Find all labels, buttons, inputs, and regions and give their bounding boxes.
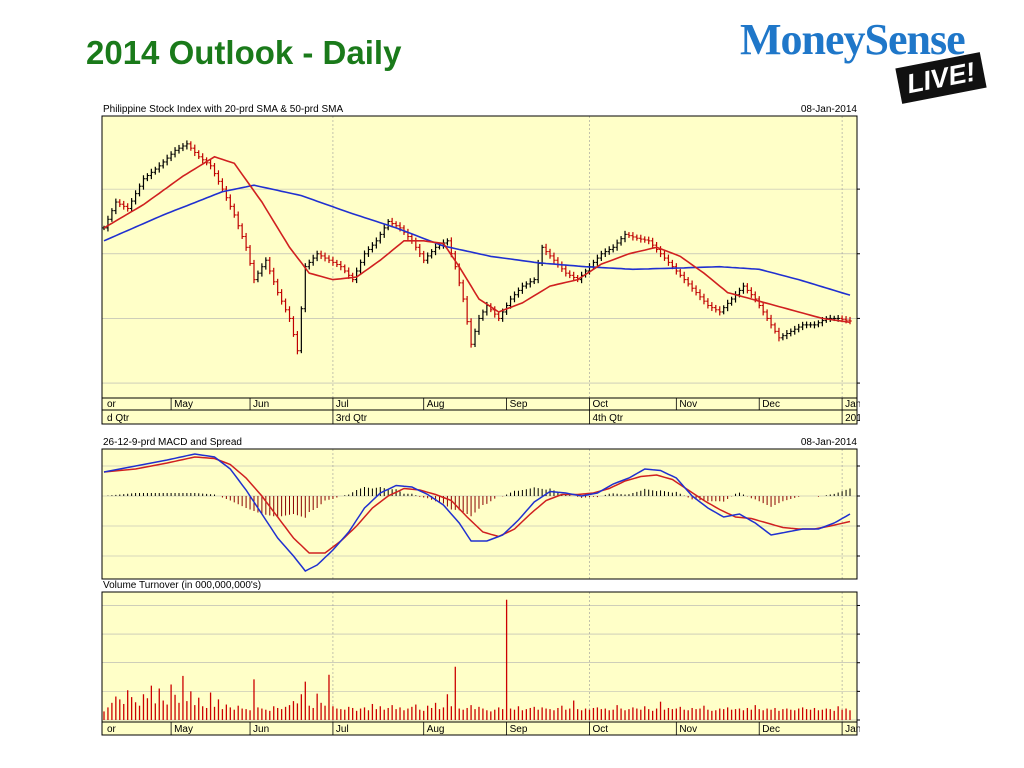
volume-month-labels: or May Jun Jul Aug Sep Oct Nov Dec Jan xyxy=(107,722,860,735)
volume-month-label: Jun xyxy=(253,724,269,735)
volume-bars xyxy=(103,599,851,720)
price-month-label: Jul xyxy=(336,399,349,410)
moneysense-live-logo: MoneySense LIVE! xyxy=(740,14,1012,104)
price-quarter-label: d Qtr xyxy=(107,413,130,424)
volume-month-label: Aug xyxy=(427,724,445,735)
volume-month-label: or xyxy=(107,724,117,735)
macd-y-ticks: 1000-100-200 xyxy=(857,465,860,557)
price-quarter-label: 3rd Qtr xyxy=(336,413,368,424)
macd-date: 08-Jan-2014 xyxy=(801,437,858,448)
stock-chart: Philippine Stock Index with 20-prd SMA &… xyxy=(101,104,860,736)
volume-month-label: Jul xyxy=(336,724,349,735)
price-quarter-label: 201 xyxy=(845,413,860,424)
macd-signal-line xyxy=(103,456,851,554)
volume-title: Volume Turnover (in 000,000,000's) xyxy=(103,580,261,591)
price-month-label: Jan xyxy=(845,399,860,410)
price-date: 08-Jan-2014 xyxy=(801,104,858,115)
price-title: Philippine Stock Index with 20-prd SMA &… xyxy=(103,104,343,115)
slide-title: 2014 Outlook - Daily xyxy=(86,34,402,71)
volume-month-label: May xyxy=(174,724,193,735)
price-month-label: Oct xyxy=(592,399,608,410)
price-month-labels: or May Jun Jul Aug Sep Oct Nov Dec Jan xyxy=(107,398,860,410)
volume-month-label: Dec xyxy=(762,724,780,735)
volume-month-label: Sep xyxy=(510,724,528,735)
macd-panel: 26-12-9-prd MACD and Spread 08-Jan-2014 … xyxy=(101,437,860,580)
price-y-ticks: 5,5006,0006,5007,000 xyxy=(857,188,860,384)
volume-panel: Volume Turnover (in 000,000,000's) 0.005… xyxy=(101,580,860,736)
price-quarter-labels: d Qtr 3rd Qtr 4th Qtr 201 xyxy=(107,410,860,424)
sma20-line xyxy=(103,155,851,324)
price-month-label: May xyxy=(174,399,193,410)
price-panel: Philippine Stock Index with 20-prd SMA &… xyxy=(101,104,860,425)
macd-line xyxy=(103,453,851,572)
logo-wordmark: MoneySense xyxy=(740,15,966,64)
volume-month-label: Oct xyxy=(592,724,608,735)
volume-month-label: Nov xyxy=(679,724,697,735)
price-month-label: Aug xyxy=(427,399,445,410)
price-quarter-label: 4th Qtr xyxy=(592,413,623,424)
price-month-label: or xyxy=(107,399,117,410)
price-month-label: Jun xyxy=(253,399,269,410)
volume-gridlines xyxy=(102,592,857,722)
sma50-line xyxy=(103,184,851,296)
volume-y-ticks: 0.005.0010.0015.0020.00 xyxy=(857,604,860,721)
price-month-label: Dec xyxy=(762,399,780,410)
price-month-label: Nov xyxy=(679,399,697,410)
price-month-label: Sep xyxy=(510,399,528,410)
price-candles xyxy=(102,140,852,355)
volume-month-label: Jan xyxy=(845,724,860,735)
macd-title: 26-12-9-prd MACD and Spread xyxy=(103,437,242,448)
